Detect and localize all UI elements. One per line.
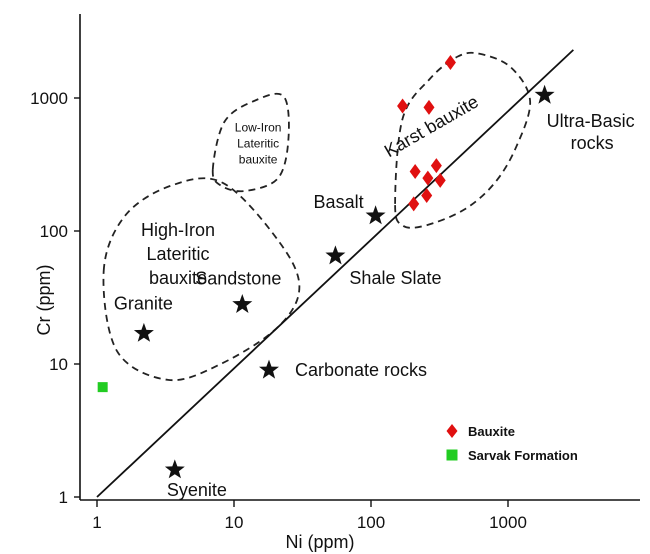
bauxite-point bbox=[422, 170, 434, 186]
bauxite-point bbox=[423, 99, 435, 115]
legend-label-bauxite: Bauxite bbox=[468, 424, 515, 439]
region-label-high-iron-lateritic-bauxite: High-Iron Lateritic bauxite bbox=[141, 220, 215, 288]
y-tick-label: 1 bbox=[59, 488, 68, 507]
region-outline-karst-bauxite bbox=[394, 51, 532, 229]
rock-marker-basalt bbox=[365, 205, 386, 225]
region-outline-high-iron-lateritic-bauxite bbox=[102, 177, 301, 382]
y-axis-title: Cr (ppm) bbox=[34, 265, 54, 336]
rock-marker-sandstone bbox=[232, 294, 253, 313]
regions-layer bbox=[102, 51, 532, 382]
axes bbox=[79, 14, 640, 501]
legend-swatch-sarvak-formation bbox=[446, 449, 458, 461]
rock-label-carbonate-rocks: Carbonate rocks bbox=[295, 360, 427, 380]
bauxite-point bbox=[434, 172, 446, 188]
region-outline-low-iron-lateritic-bauxite bbox=[211, 92, 290, 193]
labels-layer: Granite Sandstone Carbonate rocks Syenite Sh… bbox=[114, 91, 635, 499]
rock-marker-ultra-basic-rocks bbox=[534, 84, 555, 104]
rock-label-granite: Granite bbox=[114, 293, 173, 313]
x-tick-label: 10 bbox=[225, 513, 244, 532]
bauxite-point bbox=[421, 187, 433, 203]
markers-layer bbox=[97, 54, 555, 479]
legend: Bauxite Sarvak Formation bbox=[446, 424, 578, 463]
y-tick-label: 100 bbox=[40, 222, 68, 241]
bauxite-point bbox=[409, 164, 421, 180]
x-tick-label: 1000 bbox=[489, 513, 527, 532]
bauxite-point bbox=[444, 54, 456, 70]
x-axis-title: Ni (ppm) bbox=[285, 532, 354, 552]
region-label-low-iron-lateritic-bauxite: Low-Iron Lateritic bauxite bbox=[235, 120, 282, 166]
rock-marker-granite bbox=[133, 322, 154, 342]
reference-line-layer bbox=[96, 49, 574, 498]
rock-label-syenite: Syenite bbox=[167, 480, 227, 500]
x-tick-label: 1 bbox=[92, 513, 101, 532]
sarvak-formation-point bbox=[97, 382, 108, 393]
rock-marker-carbonate-rocks bbox=[259, 359, 279, 379]
x-tick-label: 100 bbox=[357, 513, 385, 532]
rock-label-basalt: Basalt bbox=[314, 192, 364, 212]
legend-swatch-bauxite bbox=[446, 424, 458, 438]
ticks-layer: 1 10 100 1000 1 10 100 1000 bbox=[30, 89, 527, 532]
rock-marker-syenite bbox=[164, 459, 185, 479]
rock-label-ultra-basic-rocks: Ultra-Basic rocks bbox=[547, 111, 635, 153]
rock-label-sandstone: Sandstone bbox=[195, 269, 281, 289]
rock-label-shale-slate: Shale Slate bbox=[349, 268, 441, 288]
bauxite-point bbox=[397, 98, 409, 114]
y-tick-label: 10 bbox=[49, 355, 68, 374]
bauxite-point bbox=[408, 196, 420, 212]
reference-line bbox=[96, 49, 574, 498]
legend-label-sarvak-formation: Sarvak Formation bbox=[468, 448, 578, 463]
bauxite-point bbox=[430, 158, 442, 174]
rock-marker-shale-slate bbox=[325, 245, 346, 265]
y-tick-label: 1000 bbox=[30, 89, 68, 108]
